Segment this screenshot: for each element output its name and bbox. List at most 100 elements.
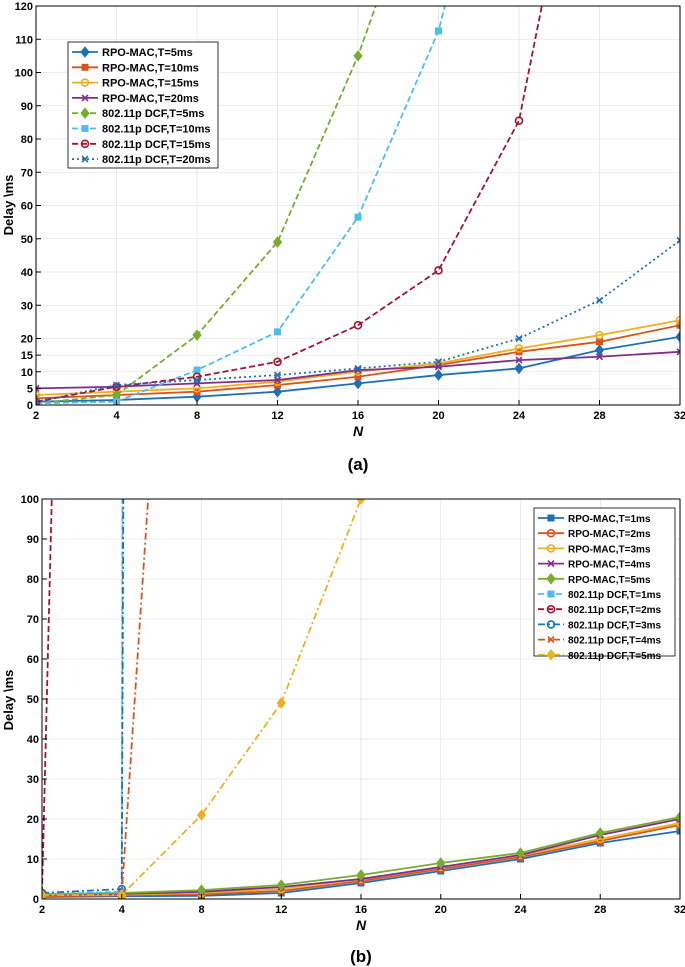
- legend-marker: [547, 560, 555, 568]
- data-point: [112, 382, 121, 392]
- legend-item: RPO-MAC,T=1ms: [538, 514, 651, 525]
- series-802-11p-dcf-t-2ms: [42, 499, 53, 898]
- legend-marker: [81, 155, 89, 163]
- legend-label: RPO-MAC,T=5ms: [102, 47, 193, 59]
- series-line: [42, 499, 150, 896]
- data-point: [196, 809, 207, 821]
- x-tick-label: 20: [435, 904, 447, 916]
- legend-marker: [546, 620, 556, 629]
- y-tick-label: 20: [27, 814, 39, 826]
- legend-label: RPO-MAC,T=1ms: [568, 514, 651, 525]
- data-point: [354, 364, 362, 372]
- data-point: [594, 344, 605, 356]
- legend-marker: [80, 107, 90, 120]
- data-point: [435, 27, 442, 35]
- data-point: [192, 329, 202, 341]
- data-point: [36, 384, 40, 392]
- x-axis-label-a: N: [353, 423, 364, 439]
- caption-a: (a): [348, 455, 369, 474]
- series-802-11p-dcf-t-4ms: [42, 499, 150, 899]
- x-tick-label: 28: [594, 904, 606, 916]
- x-tick-label: 20: [432, 410, 444, 422]
- data-point: [192, 384, 202, 393]
- legend-label: 802.11p DCF,T=5ms: [102, 108, 204, 120]
- y-tick-label: 15: [21, 350, 33, 362]
- y-tick-label: 50: [27, 694, 39, 706]
- caption-b: (b): [350, 947, 372, 966]
- legend-marker: [80, 78, 90, 87]
- data-point: [42, 888, 47, 898]
- data-point: [274, 328, 281, 336]
- data-point: [595, 353, 604, 361]
- legend-item: 802.11p DCF,T=5ms: [72, 107, 204, 120]
- data-point: [676, 236, 680, 244]
- data-point: [433, 369, 444, 381]
- legend-label: RPO-MAC,T=15ms: [102, 78, 199, 90]
- y-tick-label: 0: [33, 894, 39, 906]
- series-line: [42, 499, 125, 894]
- y-tick-label: 80: [27, 574, 39, 586]
- y-tick-label: 30: [21, 300, 33, 312]
- legend-box: [67, 41, 219, 169]
- legend-marker: [80, 139, 90, 149]
- y-tick-label: 40: [21, 267, 33, 279]
- x-tick-label: 8: [198, 904, 204, 916]
- y-tick-label: 120: [15, 1, 33, 13]
- y-tick-label: 60: [27, 654, 39, 666]
- legend-label: 802.11p DCF,T=15ms: [102, 139, 211, 151]
- x-tick-label: 2: [33, 410, 39, 422]
- data-point: [273, 377, 282, 387]
- x-ticks-a: 2 4 8 12 16 20 24 28 32: [33, 400, 685, 422]
- y-tick-label: 100: [15, 68, 33, 80]
- data-point: [675, 811, 680, 823]
- y-tick-label: 80: [21, 134, 33, 146]
- y-tick-label: 50: [21, 234, 33, 246]
- legend-marker: [546, 544, 556, 553]
- legend-item: 802.11p DCF,T=10ms: [72, 124, 211, 136]
- x-axis-label-b: N: [356, 917, 367, 933]
- legend-item: 802.11p DCF,T=15ms: [72, 139, 211, 151]
- series-line: [42, 824, 680, 898]
- series-802-11p-dcf-t-1ms: [42, 499, 126, 898]
- y-tick-label: 30: [27, 774, 39, 786]
- legend-item: 802.11p DCF,T=4ms: [538, 636, 662, 647]
- x-tick-label: 12: [271, 410, 283, 422]
- legend-label: RPO-MAC,T=10ms: [102, 62, 199, 74]
- data-point: [273, 371, 282, 379]
- x-tick-label: 32: [674, 904, 685, 916]
- data-point: [36, 398, 40, 405]
- legend-item: 802.11p DCF,T=20ms: [72, 154, 211, 166]
- legend-marker: [546, 572, 556, 585]
- data-point: [276, 697, 286, 709]
- data-point: [354, 213, 362, 221]
- data-point: [514, 116, 524, 126]
- data-point: [193, 366, 201, 374]
- legend-marker: [547, 636, 555, 644]
- legend-marker: [546, 604, 556, 614]
- y-tick-label: 5: [27, 383, 33, 395]
- series-line: [42, 499, 362, 896]
- data-point: [36, 390, 41, 400]
- legend-label: 802.11p DCF,T=10ms: [102, 124, 211, 136]
- y-tick-label: 100: [21, 494, 39, 506]
- data-point: [595, 296, 604, 304]
- legend-marker: [80, 46, 90, 58]
- data-point: [515, 847, 526, 859]
- series-802-11p-dcf-t-3ms: [42, 499, 127, 898]
- x-tick-label: 4: [119, 904, 126, 916]
- legend-item: RPO-MAC,T=5ms: [72, 46, 193, 59]
- legend-item: 802.11p DCF,T=2ms: [538, 604, 662, 616]
- data-point: [36, 397, 41, 405]
- x-tick-label: 28: [593, 410, 605, 422]
- data-point: [596, 338, 603, 346]
- y-tick-label: 90: [27, 534, 39, 546]
- y-ticks-a: 0 5 10 15 20 30 40 50 60 70 80 90 100 110 120: [15, 1, 41, 412]
- legend-label: 802.11p DCF,T=20ms: [102, 154, 211, 166]
- legend-label: 802.11p DCF,T=1ms: [568, 590, 662, 601]
- data-point: [514, 344, 524, 353]
- legend-item: RPO-MAC,T=15ms: [72, 78, 199, 90]
- y-tick-label: 70: [27, 614, 39, 626]
- x-tick-label: 4: [113, 410, 120, 422]
- series-group-b: [42, 499, 680, 899]
